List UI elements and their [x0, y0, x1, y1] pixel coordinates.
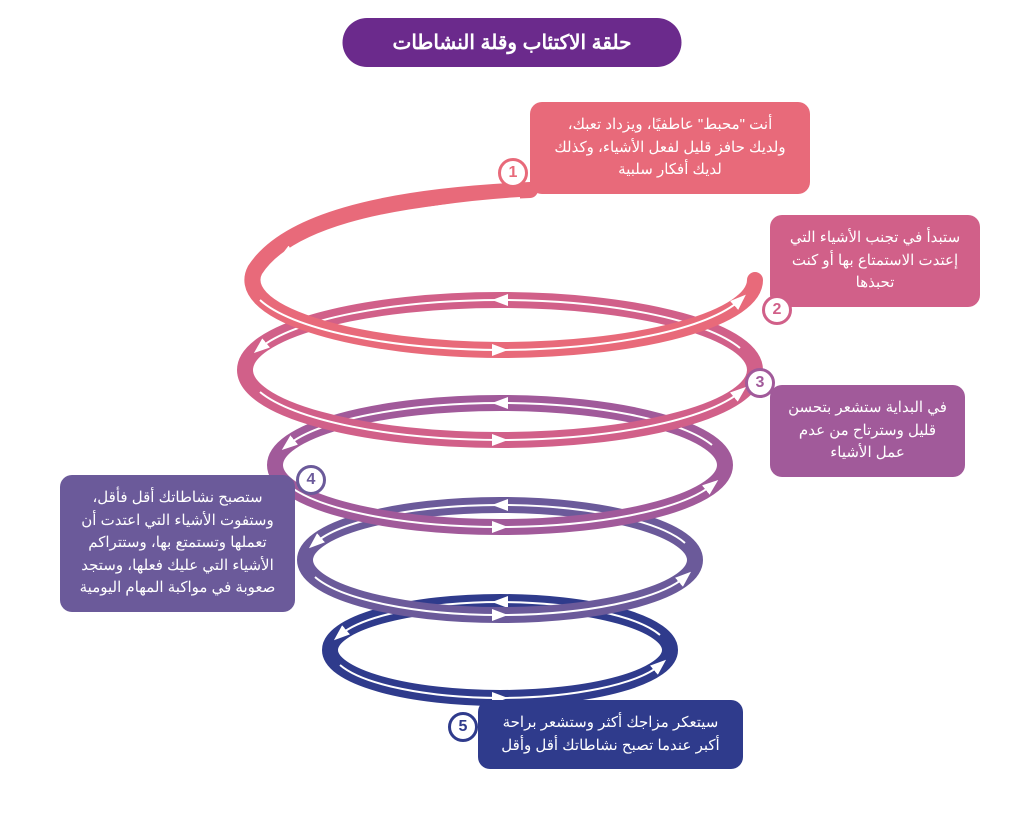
spiral-diagram: أنت "محبط" عاطفيًا، ويزداد تعبك، ولديك ح…	[0, 80, 1024, 816]
step-num-2: 2	[773, 301, 782, 319]
step-box-5: سيتعكر مزاجك أكثر وستشعر براحة أكبر عندم…	[478, 700, 743, 769]
step-badge-1: 1	[498, 158, 528, 188]
step-badge-2: 2	[762, 295, 792, 325]
step-text-5: سيتعكر مزاجك أكثر وستشعر براحة أكبر عندم…	[501, 714, 719, 754]
step-box-2: ستبدأ في تجنب الأشياء التي إعتدت الاستمت…	[770, 215, 980, 307]
step-text-3: في البداية ستشعر بتحسن قليل وسترتاح من ع…	[788, 399, 947, 461]
step-text-1: أنت "محبط" عاطفيًا، ويزداد تعبك، ولديك ح…	[554, 116, 785, 178]
step-box-1: أنت "محبط" عاطفيًا، ويزداد تعبك، ولديك ح…	[530, 102, 810, 194]
step-num-1: 1	[509, 164, 518, 182]
step-badge-5: 5	[448, 712, 478, 742]
step-badge-3: 3	[745, 368, 775, 398]
step-box-3: في البداية ستشعر بتحسن قليل وسترتاح من ع…	[770, 385, 965, 477]
step-num-3: 3	[756, 374, 765, 392]
step-text-4: ستصبح نشاطاتك أقل فأقل، وستفوت الأشياء ا…	[80, 489, 276, 596]
step-box-4: ستصبح نشاطاتك أقل فأقل، وستفوت الأشياء ا…	[60, 475, 295, 612]
page-title: حلقة الاكتئاب وقلة النشاطات	[343, 18, 682, 67]
spiral-ring-1	[252, 190, 755, 350]
step-num-5: 5	[459, 718, 468, 736]
step-badge-4: 4	[296, 465, 326, 495]
step-num-4: 4	[307, 471, 316, 489]
step-text-2: ستبدأ في تجنب الأشياء التي إعتدت الاستمت…	[790, 229, 960, 291]
